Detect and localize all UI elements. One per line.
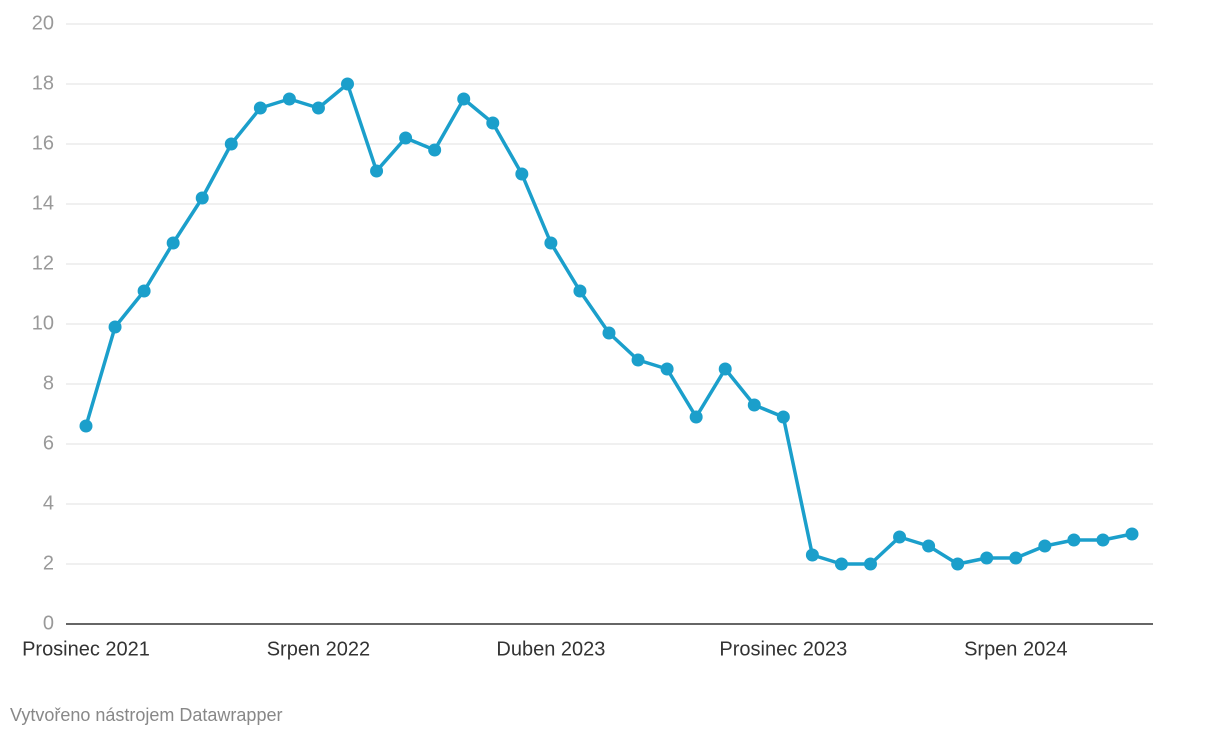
point <box>224 137 238 151</box>
point <box>108 320 122 334</box>
point <box>602 326 616 340</box>
footer: Vytvořeno nástrojem Datawrapper <box>10 705 282 725</box>
point <box>253 101 267 115</box>
point <box>689 410 703 424</box>
point <box>1125 527 1139 541</box>
point <box>864 557 877 571</box>
point <box>776 410 790 424</box>
point <box>166 236 180 250</box>
y-tick-label: 10 <box>32 312 54 334</box>
point <box>660 362 674 376</box>
x-tick-label: Prosinec 2021 <box>22 638 150 660</box>
point <box>1038 539 1052 553</box>
y-tick-label: 14 <box>32 192 54 214</box>
point <box>805 548 819 562</box>
point <box>718 362 732 376</box>
y-tick-label: 20 <box>32 12 54 34</box>
point <box>341 77 354 91</box>
point <box>370 164 384 178</box>
point <box>515 167 529 181</box>
point <box>1009 551 1023 565</box>
point <box>1067 533 1081 547</box>
y-tick-label: 12 <box>32 252 54 274</box>
point <box>457 92 471 106</box>
point <box>922 539 936 553</box>
y-tick-label: 2 <box>43 552 54 574</box>
point <box>631 353 645 367</box>
point <box>573 284 587 298</box>
y-tick-label: 18 <box>32 72 54 94</box>
x-tick-label: Duben 2023 <box>496 638 605 660</box>
point <box>428 143 442 157</box>
point <box>1096 533 1110 547</box>
point <box>980 551 994 565</box>
point <box>747 398 761 412</box>
point <box>311 101 325 115</box>
point <box>282 92 296 106</box>
point <box>399 131 413 145</box>
y-tick-label: 8 <box>43 372 54 394</box>
point <box>486 116 500 130</box>
y-tick-label: 0 <box>43 612 54 634</box>
point <box>893 530 907 544</box>
point <box>79 419 93 433</box>
y-tick-label: 6 <box>43 432 54 454</box>
point <box>137 284 151 298</box>
x-tick-label: Srpen 2022 <box>267 638 370 660</box>
point <box>834 557 848 571</box>
point <box>195 191 209 205</box>
y-tick-label: 16 <box>32 132 54 154</box>
point <box>544 236 558 250</box>
x-tick-label: Prosinec 2023 <box>719 638 847 660</box>
y-tick-label: 4 <box>43 492 54 514</box>
x-tick-label: Srpen 2024 <box>964 638 1067 660</box>
point <box>951 557 965 571</box>
